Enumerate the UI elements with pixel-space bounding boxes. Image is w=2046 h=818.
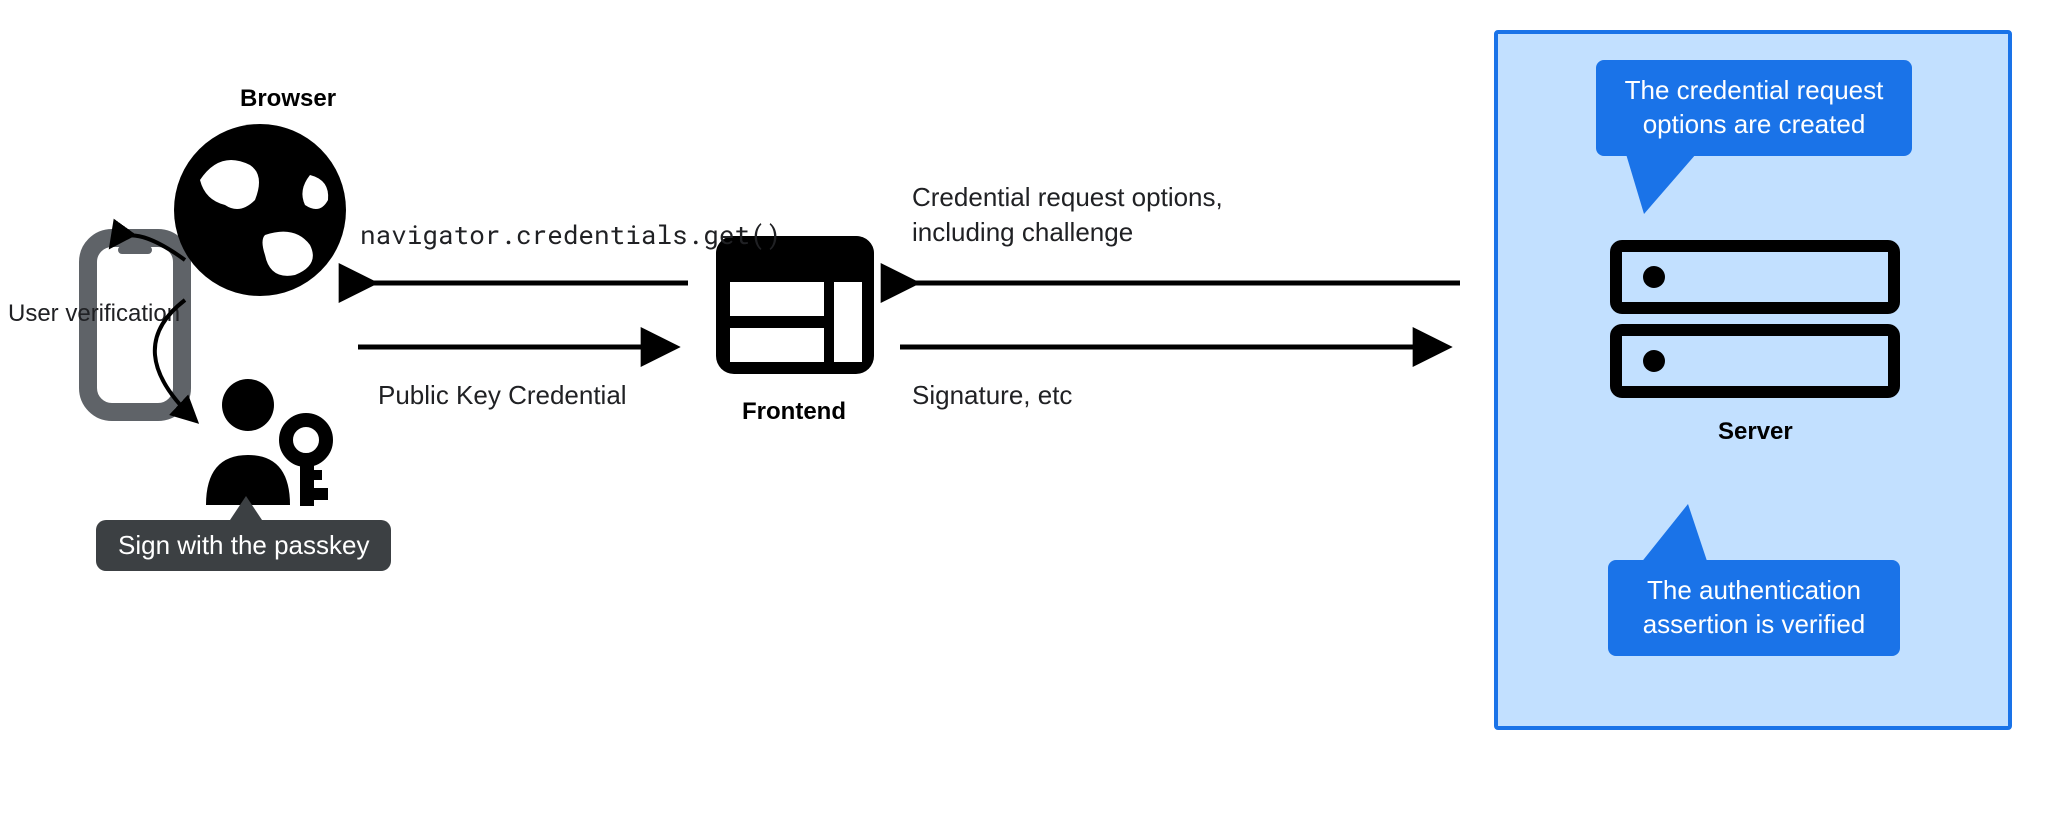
server-bottom-callout: The authentication assertion is verified bbox=[1608, 560, 1900, 656]
arrow-frontend-to-browser bbox=[358, 268, 688, 303]
server-label: Server bbox=[1718, 418, 1793, 446]
frontend-icon bbox=[710, 230, 880, 385]
browser-curved-arrows bbox=[100, 170, 230, 485]
arrow-frontend-to-server bbox=[900, 332, 1460, 367]
arrow-server-to-frontend bbox=[900, 268, 1460, 303]
label-cred-request-options: Credential request options, including ch… bbox=[912, 180, 1223, 250]
server-icon bbox=[1610, 240, 1900, 405]
label-signature-etc: Signature, etc bbox=[912, 380, 1072, 411]
label-public-key-credential: Public Key Credential bbox=[378, 380, 627, 411]
browser-label: Browser bbox=[240, 85, 336, 113]
arrow-browser-to-frontend bbox=[358, 332, 688, 367]
label-nav-cred-get: navigator.credentials.get() bbox=[360, 218, 781, 252]
frontend-label: Frontend bbox=[742, 398, 846, 426]
sign-passkey-callout: Sign with the passkey bbox=[96, 520, 391, 571]
server-top-callout: The credential request options are creat… bbox=[1596, 60, 1912, 156]
